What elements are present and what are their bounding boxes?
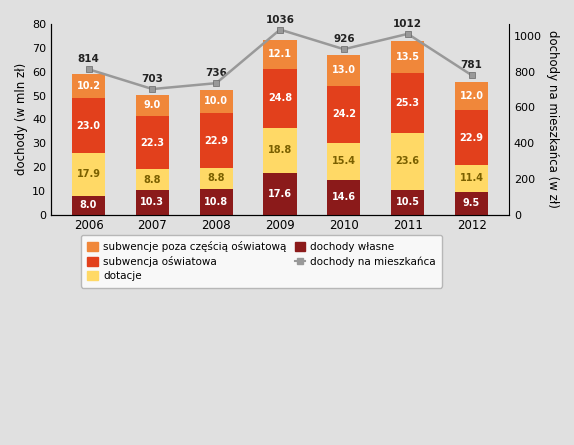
Bar xyxy=(136,190,169,214)
Bar xyxy=(455,165,488,192)
Text: 12.0: 12.0 xyxy=(460,91,483,101)
Y-axis label: dochody na mieszkańca (w zł): dochody na mieszkańca (w zł) xyxy=(546,30,559,208)
Y-axis label: dochody (w mln zł): dochody (w mln zł) xyxy=(15,63,28,175)
Text: 10.2: 10.2 xyxy=(76,81,100,91)
Bar xyxy=(327,180,360,214)
Bar xyxy=(136,94,169,116)
Text: 13.5: 13.5 xyxy=(395,52,420,62)
Text: 17.6: 17.6 xyxy=(268,189,292,198)
Text: 1012: 1012 xyxy=(393,19,422,29)
Bar xyxy=(136,169,169,190)
Bar xyxy=(200,168,233,189)
Text: 12.1: 12.1 xyxy=(268,49,292,60)
Bar xyxy=(72,74,105,98)
Text: 22.9: 22.9 xyxy=(460,133,483,142)
Text: 14.6: 14.6 xyxy=(332,192,356,202)
Text: 9.0: 9.0 xyxy=(144,100,161,110)
Bar xyxy=(327,143,360,180)
Bar xyxy=(72,195,105,214)
Bar xyxy=(263,69,297,128)
Text: 814: 814 xyxy=(77,54,99,64)
Text: 781: 781 xyxy=(460,60,483,70)
Text: 17.9: 17.9 xyxy=(76,169,100,179)
Text: 10.0: 10.0 xyxy=(204,97,228,106)
Bar xyxy=(136,116,169,169)
Bar xyxy=(327,85,360,143)
Bar xyxy=(391,73,424,134)
Bar xyxy=(391,41,424,73)
Bar xyxy=(200,89,233,113)
Text: 8.0: 8.0 xyxy=(80,200,97,210)
Text: 8.8: 8.8 xyxy=(207,174,225,183)
Text: 25.3: 25.3 xyxy=(395,98,420,108)
Bar xyxy=(200,189,233,214)
Text: 22.9: 22.9 xyxy=(204,136,228,146)
Bar xyxy=(263,173,297,214)
Bar xyxy=(327,55,360,85)
Text: 24.2: 24.2 xyxy=(332,109,356,119)
Text: 24.8: 24.8 xyxy=(268,93,292,103)
Text: 13.0: 13.0 xyxy=(332,65,356,75)
Text: 22.3: 22.3 xyxy=(141,138,164,148)
Bar xyxy=(455,192,488,214)
Bar xyxy=(455,110,488,165)
Text: 926: 926 xyxy=(333,34,355,44)
Text: 9.5: 9.5 xyxy=(463,198,480,208)
Text: 703: 703 xyxy=(141,74,164,84)
Bar xyxy=(263,128,297,173)
Text: 10.3: 10.3 xyxy=(141,197,164,207)
Text: 10.5: 10.5 xyxy=(395,197,420,207)
Bar xyxy=(455,82,488,110)
Text: 10.8: 10.8 xyxy=(204,197,228,207)
Bar xyxy=(391,134,424,190)
Legend: subwencje poza częścią oświatową, subwencja oświatowa, dotacje, dochody własne, : subwencje poza częścią oświatową, subwen… xyxy=(81,235,443,287)
Text: 8.8: 8.8 xyxy=(144,174,161,185)
Text: 23.6: 23.6 xyxy=(395,157,420,166)
Bar xyxy=(263,40,297,69)
Text: 18.8: 18.8 xyxy=(268,146,292,155)
Text: 736: 736 xyxy=(205,68,227,78)
Text: 11.4: 11.4 xyxy=(460,174,483,183)
Bar xyxy=(72,98,105,153)
Text: 23.0: 23.0 xyxy=(76,121,100,130)
Bar xyxy=(391,190,424,214)
Text: 15.4: 15.4 xyxy=(332,157,356,166)
Bar xyxy=(200,113,233,168)
Bar xyxy=(72,153,105,195)
Text: 1036: 1036 xyxy=(266,15,294,24)
